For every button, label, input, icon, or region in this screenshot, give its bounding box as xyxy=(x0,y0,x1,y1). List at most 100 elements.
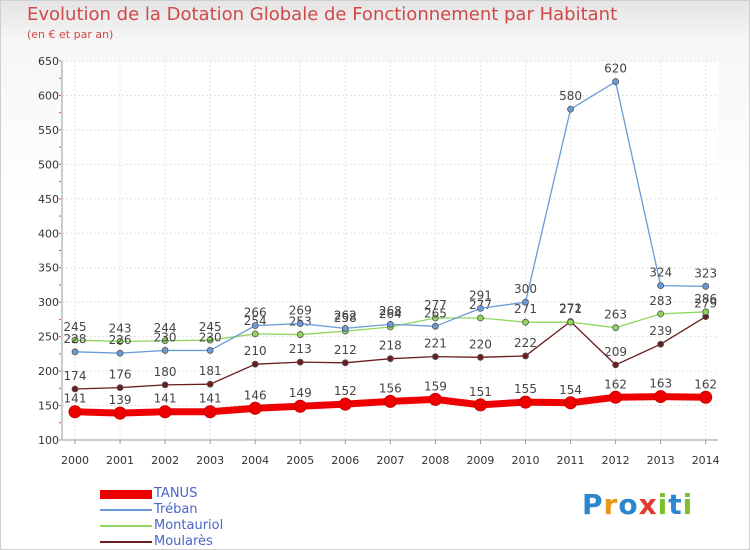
data-point xyxy=(699,390,713,404)
legend-item: Montauriol xyxy=(100,518,320,534)
data-point xyxy=(116,384,124,392)
logo-letter: r xyxy=(603,488,619,521)
data-label: 154 xyxy=(559,383,582,397)
data-point xyxy=(386,355,394,363)
x-tick-label: 2000 xyxy=(61,454,89,467)
legend-label: Tréban xyxy=(154,502,198,517)
data-point xyxy=(564,396,578,410)
data-label: 300 xyxy=(514,282,537,296)
data-point xyxy=(296,331,304,338)
data-point xyxy=(519,395,532,409)
data-point xyxy=(71,336,79,344)
y-tick-label: 600 xyxy=(38,89,59,102)
legend-item: Moularès xyxy=(100,534,320,550)
data-point xyxy=(161,347,169,354)
data-point xyxy=(206,380,214,388)
data-point xyxy=(296,358,304,366)
data-label: 323 xyxy=(694,266,717,280)
data-label: 272 xyxy=(559,301,582,315)
data-point xyxy=(612,361,619,369)
data-label: 245 xyxy=(199,320,222,334)
x-tick-label: 2001 xyxy=(106,454,134,467)
data-point xyxy=(341,359,349,367)
data-point xyxy=(522,298,529,306)
data-point xyxy=(203,405,217,419)
x-tick-label: 2014 xyxy=(692,454,720,467)
data-point xyxy=(477,304,484,312)
logo-letter: x xyxy=(638,488,658,521)
data-point xyxy=(657,282,665,290)
x-tick-label: 2009 xyxy=(466,454,494,467)
x-tick-label: 2005 xyxy=(286,454,314,467)
data-point xyxy=(431,314,439,322)
data-label: 244 xyxy=(154,321,177,335)
data-point xyxy=(477,353,484,361)
logo-letter: t xyxy=(668,488,683,521)
data-point xyxy=(116,349,124,357)
data-label: 221 xyxy=(424,337,447,351)
x-tick-label: 2011 xyxy=(557,454,585,467)
data-label: 212 xyxy=(334,343,357,357)
data-label: 151 xyxy=(469,385,492,399)
x-tick-label: 2002 xyxy=(151,454,179,467)
x-tick-label: 2008 xyxy=(421,454,449,467)
legend-label: TANUS xyxy=(154,486,198,501)
y-tick-label: 400 xyxy=(38,227,59,240)
legend-item: TANUS xyxy=(100,486,320,502)
logo-letter: o xyxy=(618,488,639,521)
y-tick-label: 500 xyxy=(38,158,59,171)
chart-subtitle: (en € et par an) xyxy=(27,28,114,41)
data-point xyxy=(654,390,668,404)
legend-swatch xyxy=(100,490,152,499)
data-point xyxy=(71,385,79,393)
data-label: 271 xyxy=(559,302,582,316)
data-point xyxy=(612,78,619,86)
data-label: 141 xyxy=(199,392,222,406)
y-tick-label: 550 xyxy=(38,124,59,137)
data-label: 209 xyxy=(604,345,627,359)
logo-letter: P xyxy=(582,488,604,521)
data-point xyxy=(612,324,619,332)
data-point xyxy=(293,399,307,413)
data-label: 162 xyxy=(694,377,717,391)
legend: TANUS Tréban Montauriol Moularès xyxy=(100,486,320,550)
logo-letter: i xyxy=(682,488,694,521)
data-label: 226 xyxy=(109,333,132,347)
data-label: 291 xyxy=(469,288,492,302)
legend-item: Tréban xyxy=(100,502,320,518)
legend-swatch xyxy=(100,541,152,543)
data-point xyxy=(473,398,487,412)
data-label: 269 xyxy=(289,304,312,318)
data-label: 180 xyxy=(154,365,177,379)
data-label: 155 xyxy=(514,382,537,396)
y-tick-label: 350 xyxy=(38,262,59,275)
data-point xyxy=(251,322,259,330)
data-point xyxy=(206,336,214,344)
data-point xyxy=(477,314,484,322)
data-label: 228 xyxy=(64,332,87,346)
data-label: 218 xyxy=(379,339,402,353)
data-point xyxy=(161,381,169,389)
x-tick-label: 2006 xyxy=(331,454,359,467)
data-label: 220 xyxy=(469,337,492,351)
data-point xyxy=(522,352,529,360)
data-point xyxy=(383,394,397,408)
data-label: 174 xyxy=(64,369,87,383)
x-tick-label: 2004 xyxy=(241,454,269,467)
data-point xyxy=(386,320,394,328)
y-tick-label: 650 xyxy=(38,55,59,68)
data-label: 163 xyxy=(649,377,672,391)
data-label: 620 xyxy=(604,62,627,76)
data-point xyxy=(657,310,665,318)
y-tick-label: 100 xyxy=(38,434,59,447)
y-tick-label: 250 xyxy=(38,331,59,344)
data-label: 159 xyxy=(424,379,447,393)
y-tick-label: 450 xyxy=(38,193,59,206)
data-point xyxy=(116,338,124,345)
y-tick-label: 200 xyxy=(38,365,59,378)
data-point xyxy=(609,390,623,404)
data-label: 258 xyxy=(334,311,357,325)
y-tick-label: 300 xyxy=(38,296,59,309)
data-label: 263 xyxy=(604,308,627,322)
